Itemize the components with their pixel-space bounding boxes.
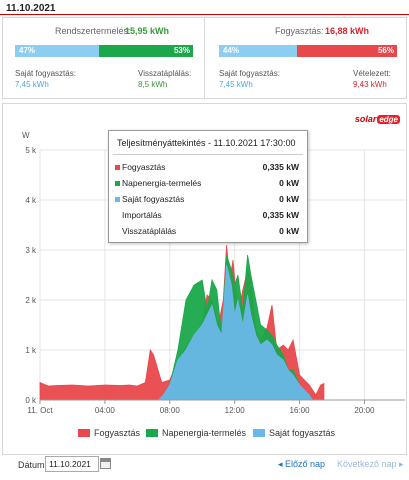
production-feed-segment: 53% <box>98 45 193 57</box>
consumption-self-value: 7,45 kWh <box>219 80 253 89</box>
production-self-segment: 47% <box>15 45 99 57</box>
legend-swatch <box>146 429 158 437</box>
x-tick-label: 11. Oct <box>27 406 53 415</box>
y-tick-label: 2 k <box>25 296 37 305</box>
consumption-purchase-value: 9,43 kWh <box>353 80 387 89</box>
tooltip-row-import: Importálás 0,335 kW <box>115 210 299 223</box>
x-tick-label: 08:00 <box>160 406 181 415</box>
chevron-left-icon: ◂ <box>278 459 286 469</box>
tooltip-row-production: Napenergia-termelés 0 kW <box>115 178 299 191</box>
tooltip-row-name: Fogyasztás <box>122 162 166 172</box>
y-tick-label: 3 k <box>25 246 37 255</box>
legend-label: Fogyasztás <box>94 428 141 438</box>
production-feed-label: Visszatáplálás: <box>138 69 192 78</box>
x-tick-label: 12:00 <box>225 406 246 415</box>
consumption-ratio-bar: 44% 56% <box>219 45 397 57</box>
y-tick-label: 5 k <box>25 146 37 155</box>
x-tick-label: 04:00 <box>95 406 116 415</box>
tooltip-row-value: 0,335 kW <box>262 210 299 220</box>
production-value: 15,95 kWh <box>125 26 170 36</box>
y-tick-label: 1 k <box>25 346 37 355</box>
tooltip-row-name: Napenergia-termelés <box>122 178 202 188</box>
tooltip-row-export: Visszatáplálás 0 kW <box>115 226 299 239</box>
production-summary-panel: Rendszertermelés: 15,95 kWh 47% 53% Sajá… <box>2 17 203 99</box>
legend-label: Saját fogyasztás <box>269 428 336 438</box>
legend-item-consumption[interactable]: Fogyasztás <box>78 428 140 438</box>
tooltip-row-value: 0,335 kW <box>262 162 299 172</box>
date-input[interactable] <box>45 456 99 472</box>
tooltip-row-name: Saját fogyasztás <box>122 194 185 204</box>
tooltip-row-consumption: Fogyasztás 0,335 kW <box>115 162 299 175</box>
y-tick-label: 0 k <box>25 396 37 405</box>
production-self-label: Saját fogyasztás: <box>15 69 76 78</box>
chart-tooltip: Teljesítményáttekintés - 11.10.2021 17:3… <box>108 130 308 243</box>
y-axis-label: W <box>22 131 30 140</box>
solaredge-logo: solar edge <box>354 114 400 124</box>
next-day-link[interactable]: Következő nap ▸ <box>337 459 404 469</box>
tooltip-row-value: 0 kW <box>279 226 299 236</box>
calendar-icon[interactable] <box>100 458 111 469</box>
tooltip-title: Teljesítményáttekintés - 11.10.2021 17:3… <box>117 138 296 148</box>
legend-swatch <box>253 429 265 437</box>
consumption-self-label: Saját fogyasztás: <box>219 69 280 78</box>
tooltip-row-name: Visszatáplálás <box>122 226 177 236</box>
consumption-value: 16,88 kWh <box>325 26 370 36</box>
tooltip-row-self-consumption: Saját fogyasztás 0 kW <box>115 194 299 207</box>
consumption-purchase-segment: 56% <box>297 45 397 57</box>
legend-label: Napenergia-termelés <box>162 428 247 438</box>
consumption-title: Fogyasztás: <box>275 26 324 36</box>
production-feed-value: 8,5 kWh <box>138 80 168 89</box>
header-divider <box>0 14 409 15</box>
legend-item-self-consumption[interactable]: Saját fogyasztás <box>253 428 335 438</box>
date-label: Dátum: <box>18 460 48 470</box>
legend-item-production[interactable]: Napenergia-termelés <box>146 428 246 438</box>
consumption-self-segment: 44% <box>219 45 298 57</box>
x-tick-label: 16:00 <box>290 406 311 415</box>
production-self-value: 7,45 kWh <box>15 80 49 89</box>
y-tick-label: 4 k <box>25 196 37 205</box>
production-ratio-bar: 47% 53% <box>15 45 193 57</box>
tooltip-swatch <box>115 165 120 170</box>
tooltip-divider <box>113 154 303 155</box>
tooltip-swatch <box>115 197 120 202</box>
tooltip-row-name: Importálás <box>122 210 162 220</box>
chevron-right-icon: ▸ <box>396 459 404 469</box>
previous-day-link[interactable]: ◂ Előző nap <box>278 459 326 469</box>
x-tick-label: 20:00 <box>354 406 375 415</box>
production-title: Rendszertermelés: <box>55 26 131 36</box>
consumption-summary-panel: Fogyasztás: 16,88 kWh 44% 56% Saját fogy… <box>204 17 407 99</box>
consumption-purchase-label: Vételezett: <box>353 69 391 78</box>
tooltip-row-value: 0 kW <box>279 178 299 188</box>
date-navigation-bar: Dátum: ◂ Előző nap Következő nap ▸ <box>0 456 409 480</box>
tooltip-row-value: 0 kW <box>279 194 299 204</box>
tooltip-swatch <box>115 181 120 186</box>
self-consumption-area <box>157 264 313 401</box>
page-date-header: 11.10.2021 <box>6 3 56 14</box>
legend-swatch <box>78 429 90 437</box>
